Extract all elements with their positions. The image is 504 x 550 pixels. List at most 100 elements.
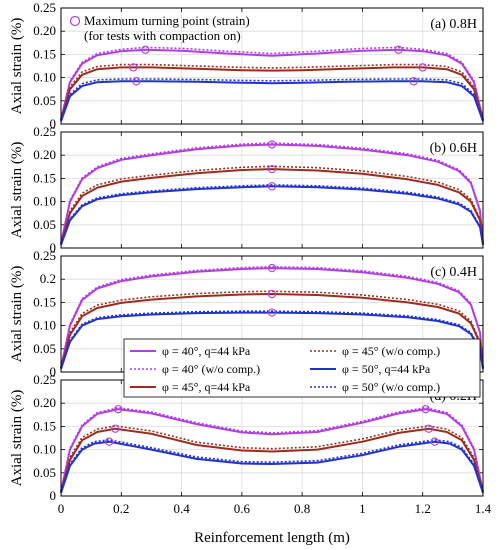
- y-tick-label: 0.2: [40, 271, 56, 286]
- y-tick-label: 0.15: [33, 294, 56, 309]
- series-line-phi50-solid: [60, 185, 484, 246]
- legend-entry-label: φ = 40°, q=44 kPa: [162, 344, 251, 358]
- turning-point-marker: [129, 63, 138, 72]
- y-tick-label: 0.15: [33, 46, 56, 61]
- plot-area: [61, 380, 483, 496]
- panel-label: (b) 0.6H: [430, 141, 477, 156]
- y-tick-label: 0.20: [33, 147, 56, 162]
- turning-point-marker: [132, 77, 141, 86]
- y-tick-label: 0.10: [33, 442, 56, 457]
- series-line-phi40-solid: [60, 143, 484, 244]
- panel-1: 0 0.05 0.10 0.15 0.20 0.25 (b) 0.6H: [33, 124, 484, 255]
- series-line-phi40-solid: [60, 267, 484, 368]
- x-tick-label: 0.4: [173, 501, 190, 516]
- y-tick-label: 0: [50, 364, 57, 379]
- x-tick-label: 0: [58, 501, 65, 516]
- series-line-phi50-solid: [60, 440, 484, 494]
- marker-legend-circle-icon: [69, 15, 81, 27]
- y-tick-label: 0: [50, 488, 57, 503]
- marker-legend-label-2: (for tests with compaction on): [84, 28, 241, 43]
- turning-point-marker: [267, 164, 277, 174]
- series-line-phi45-solid: [60, 66, 484, 121]
- series-line-phi40-solid: [60, 48, 484, 120]
- legend-entry-label: φ = 50°, q=44 kPa: [342, 362, 431, 376]
- x-tick-label: 0.8: [294, 501, 310, 516]
- y-tick-label: 0.25: [33, 372, 56, 387]
- y-axis-label-b: Axial strain (%): [9, 142, 25, 239]
- y-tick-label: 0.10: [33, 318, 56, 333]
- turning-point-marker: [105, 437, 114, 446]
- series-line-phi50-dashed: [60, 310, 484, 369]
- series-legend: φ = 40°, q=44 kPa φ = 45° (w/o comp.) φ = …: [123, 338, 481, 398]
- panel-label: (a) 0.8H: [430, 17, 477, 32]
- legend-entry-label: φ = 45°, q=44 kPa: [162, 380, 251, 394]
- series-line-phi45-solid: [60, 168, 484, 245]
- series-line-phi50-dashed: [60, 184, 484, 245]
- x-tick-label: 1.2: [415, 501, 431, 516]
- turning-point-marker: [421, 405, 430, 414]
- y-tick-label: 0.25: [33, 0, 56, 15]
- series-line-phi50-solid: [60, 311, 484, 370]
- x-tick-label: 1.4: [475, 501, 492, 516]
- y-tick-label: 0.15: [33, 170, 56, 185]
- x-tick-label: 0.6: [234, 501, 251, 516]
- turning-point-marker: [430, 437, 439, 446]
- turning-point-marker: [418, 63, 427, 72]
- panel-3: 0 0.2 0.4 0.6 0.8 1 1.2 1.4 0 0.05 0.10 0.15 0.20 0.2…: [33, 372, 491, 516]
- y-tick-label: 0.05: [33, 217, 56, 232]
- legend-entry-label: φ = 50° (w/o comp.): [342, 380, 440, 394]
- y-tick-label: 0.20: [33, 23, 56, 38]
- y-tick-label: 0.20: [33, 395, 56, 410]
- turning-point-marker: [394, 45, 403, 54]
- y-tick-label: 0.10: [33, 70, 56, 85]
- series-line-phi45-solid: [60, 427, 484, 493]
- y-axis-label-d: Axial strain (%): [9, 390, 25, 487]
- turning-point-marker: [424, 424, 433, 433]
- series-line-phi45-dashed: [60, 165, 484, 245]
- y-tick-label: 0: [50, 240, 57, 255]
- series-line-phi40-solid: [60, 408, 484, 492]
- turning-point-marker: [267, 140, 277, 149]
- x-tick-label: 0.2: [113, 501, 129, 516]
- plot-frame: [60, 7, 484, 125]
- series-line-phi45-solid: [60, 293, 484, 369]
- x-axis-label: Reinforcement length (m): [194, 530, 350, 546]
- plot-frame: [60, 131, 484, 249]
- turning-point-marker: [267, 308, 277, 317]
- y-tick-label: 0.15: [33, 418, 56, 433]
- y-tick-label: 0.05: [33, 465, 56, 480]
- series-line-phi45-dashed: [60, 425, 484, 493]
- series-line-phi40-dashed: [60, 265, 484, 368]
- y-tick-label: 0.25: [33, 124, 56, 139]
- panel-0: 0 0.05 0.10 0.15 0.20 0.25 (a) 0.8H: [33, 0, 484, 131]
- marker-legend-label-1: Maximum turning point (strain): [84, 13, 250, 28]
- x-tick-label: 1: [359, 501, 366, 516]
- plot-area: [61, 8, 483, 124]
- turning-point-marker: [114, 405, 123, 414]
- panel-label: (c) 0.4H: [430, 265, 477, 280]
- y-tick-label: 0.25: [33, 248, 56, 263]
- turning-point-marker: [409, 77, 418, 86]
- series-line-phi45-dashed: [60, 63, 484, 121]
- y-tick-label: 0: [50, 116, 57, 131]
- series-line-phi45-dashed: [60, 290, 484, 368]
- series-line-phi40-dashed: [60, 46, 484, 119]
- series-line-phi40-dashed: [60, 142, 484, 244]
- series-legend-box: [123, 338, 481, 398]
- marker-legend: Maximum turning point (strain) (for test…: [69, 13, 250, 43]
- turning-point-marker: [267, 263, 277, 273]
- legend-entry-label: φ = 45° (w/o comp.): [342, 344, 440, 358]
- turning-point-marker: [111, 424, 120, 433]
- turning-point-marker: [267, 289, 277, 299]
- turning-point-marker: [267, 182, 277, 191]
- turning-point-marker: [141, 45, 150, 54]
- y-axis-label-c: Axial strain (%): [9, 266, 25, 363]
- y-tick-label: 0.05: [33, 341, 56, 356]
- y-tick-label: 0.05: [33, 93, 56, 108]
- y-tick-label: 0.10: [33, 194, 56, 209]
- series-line-phi50-solid: [60, 80, 484, 122]
- y-axis-label-a: Axial strain (%): [9, 18, 25, 115]
- legend-entry-label: φ = 40° (w/o comp.): [162, 362, 260, 376]
- panels-layer: 00.050.100.150.200.25(a) 0.8H00.050.100.…: [33, 0, 491, 516]
